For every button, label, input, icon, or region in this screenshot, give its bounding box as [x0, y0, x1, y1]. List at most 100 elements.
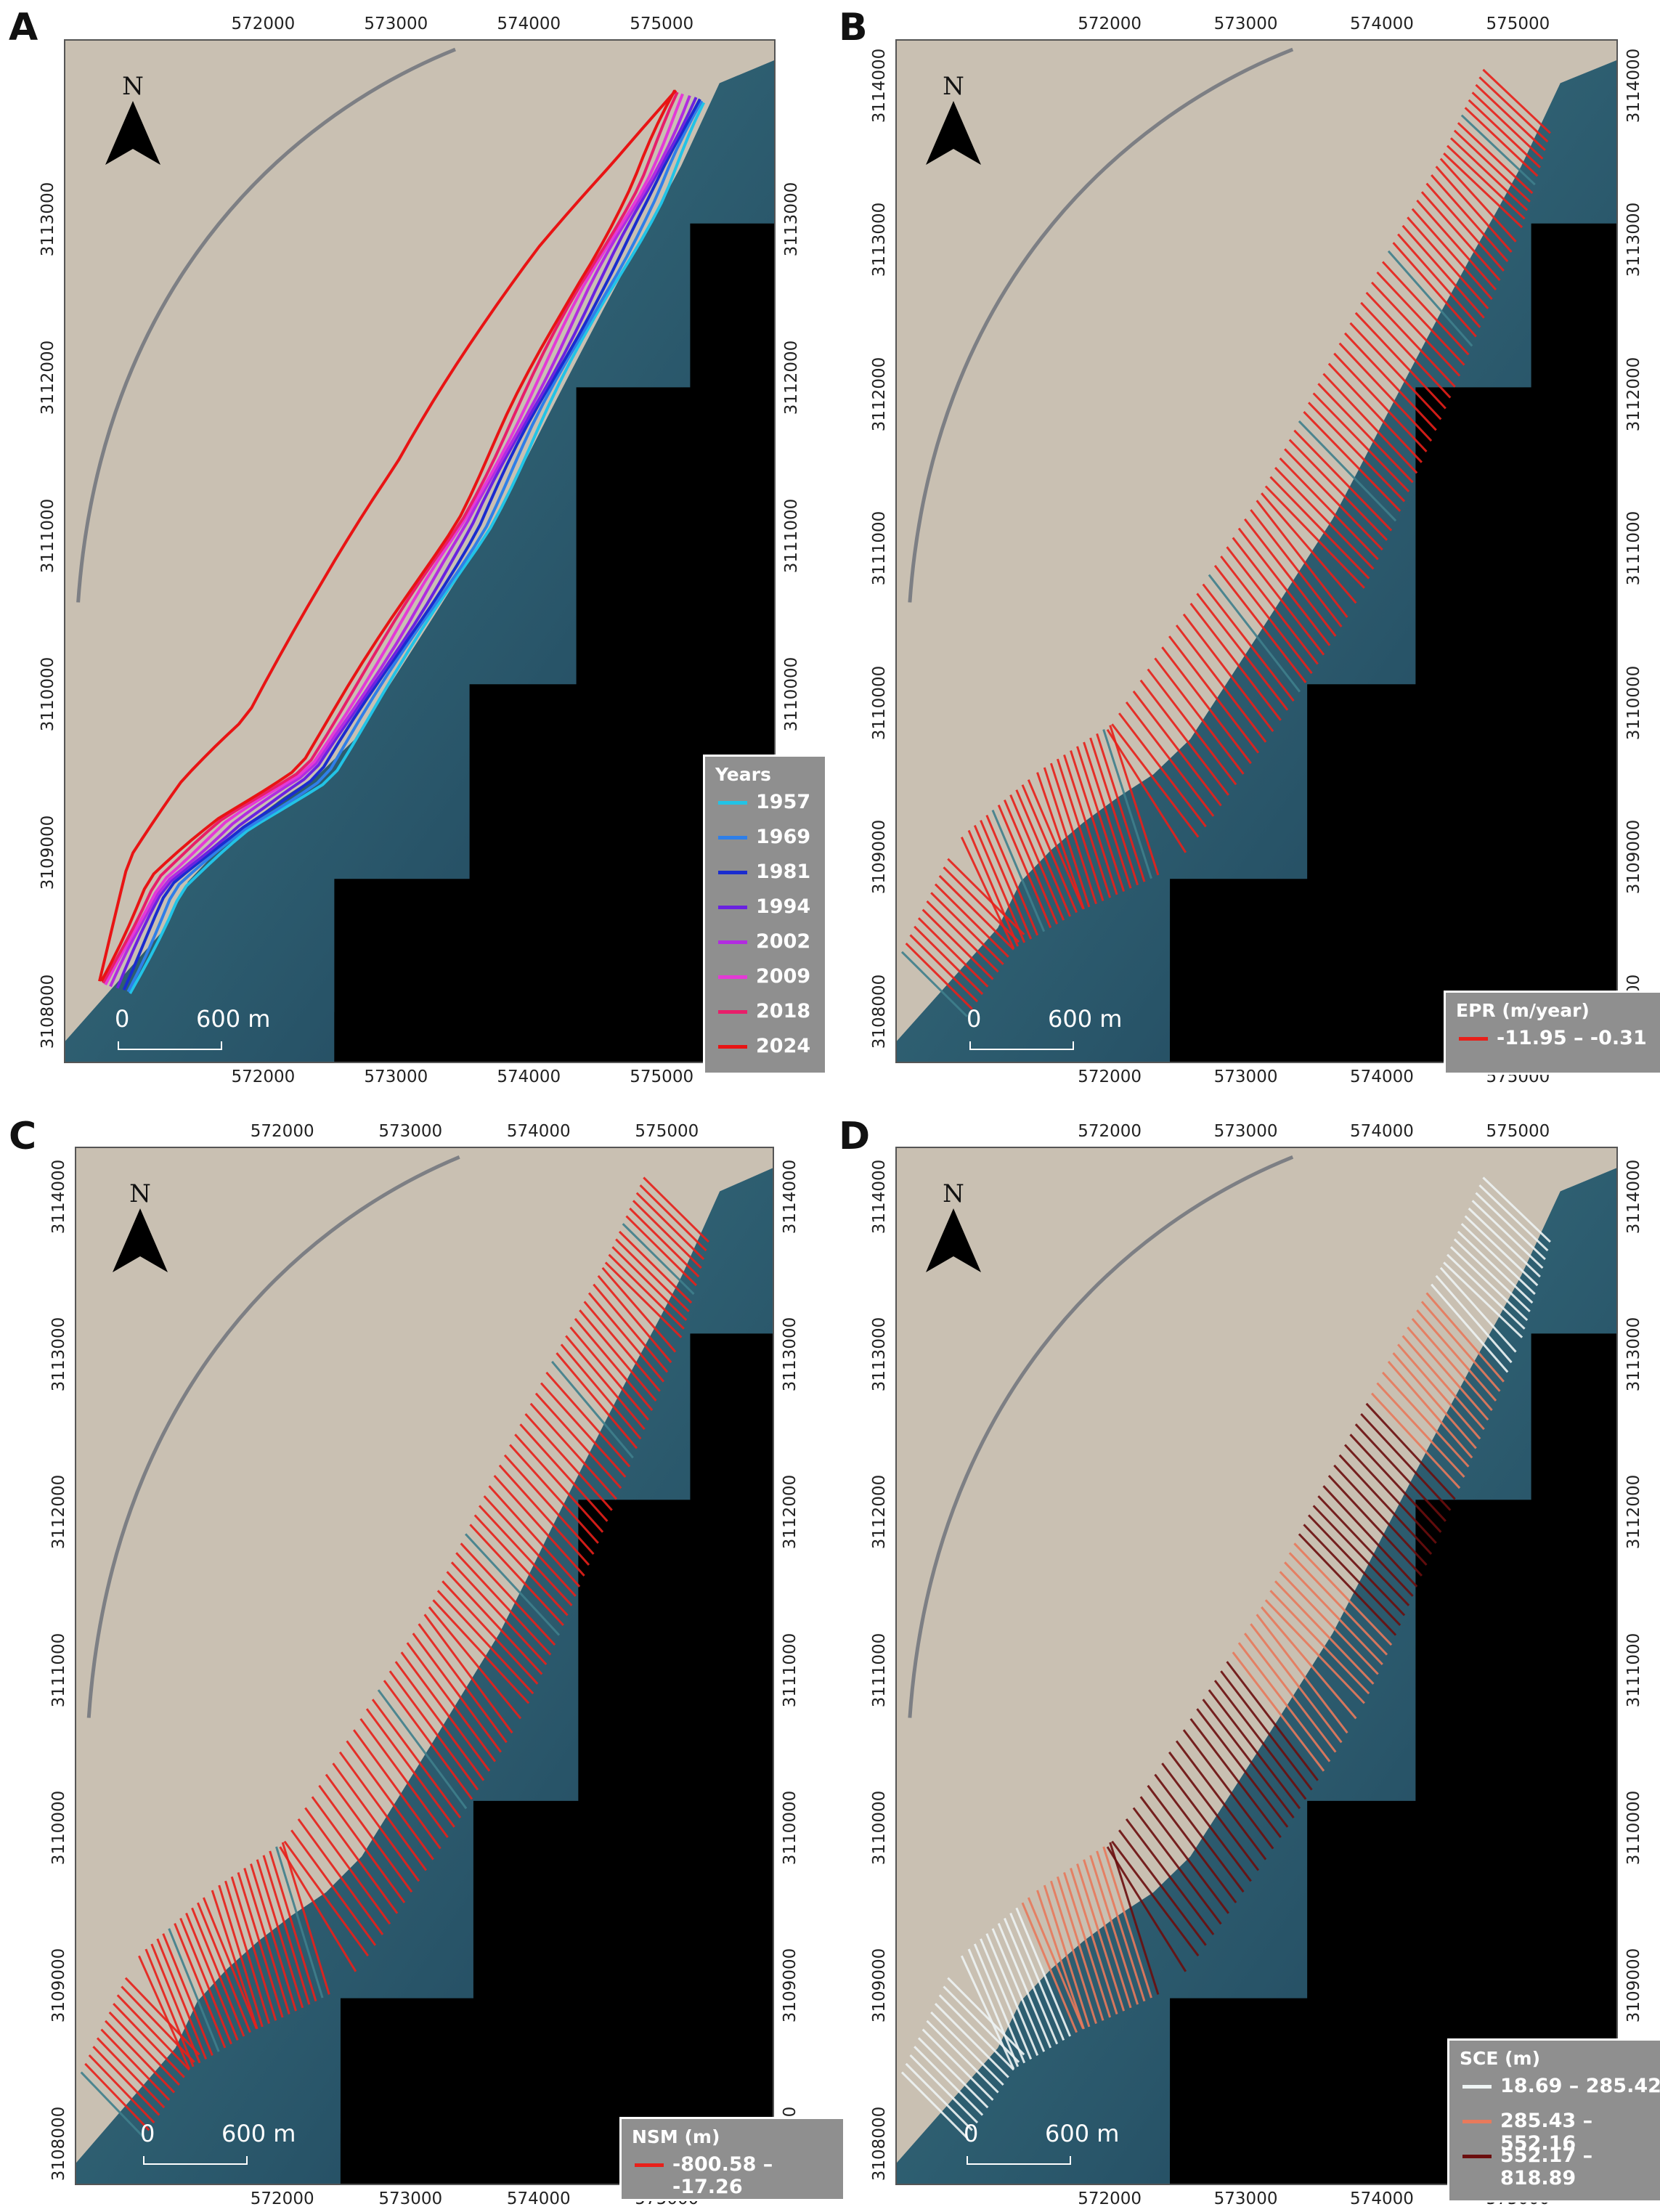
- transect-line: [124, 1977, 200, 2056]
- transect-line: [905, 2062, 973, 2131]
- transect-line: [569, 1326, 650, 1421]
- map-legend: SCE (m) 18.69 – 285.42 285.43 – 552.16 552.…: [1447, 2038, 1660, 2203]
- transect-line: [105, 2020, 176, 2094]
- transect-line: [1303, 411, 1401, 512]
- transect-line: [1312, 1505, 1410, 1606]
- transect-line: [1125, 1818, 1215, 1935]
- road-line: [76, 47, 456, 603]
- shoreline-2024-inland: [98, 89, 678, 982]
- transect-line: [1269, 476, 1370, 580]
- transect-line: [1376, 271, 1465, 366]
- transect-line: [900, 951, 968, 1017]
- x-tick-label: 572000: [1078, 1122, 1142, 1141]
- x-tick-label: 574000: [1350, 15, 1414, 33]
- transect-line: [1439, 1266, 1517, 1353]
- legend-item: 2002: [705, 924, 825, 959]
- transect-line: [498, 1464, 590, 1566]
- y-tick-label: 3112000: [782, 341, 801, 415]
- transect-line: [967, 829, 1020, 947]
- transect-line: [450, 1561, 548, 1666]
- nodata-area: [1170, 1333, 1618, 2185]
- transect-line: [1213, 1680, 1307, 1800]
- scale-zero-label: 0: [140, 2120, 155, 2147]
- transect-line: [579, 1309, 657, 1402]
- transect-line: [997, 1923, 1052, 2049]
- transect-line: [1349, 322, 1442, 420]
- transect-line: [1447, 1253, 1526, 1330]
- y-tick-label: 3110000: [870, 1790, 889, 1866]
- transect-line: [400, 1651, 491, 1772]
- transect-line: [1431, 174, 1509, 262]
- transect-line: [583, 1301, 661, 1392]
- transect-line: [503, 1454, 595, 1556]
- transect-line: [1256, 1614, 1348, 1734]
- transect-line: [926, 2020, 999, 2094]
- transect-line: [1420, 191, 1501, 281]
- road-line: [908, 47, 1294, 603]
- transect-line: [991, 1928, 1046, 2052]
- transect-line: [1213, 564, 1307, 683]
- x-tick-label: 575000: [1486, 1122, 1550, 1141]
- y-tick-label: 3109000: [1624, 819, 1643, 895]
- transect-line: [643, 1176, 709, 1243]
- transect-line: [1208, 1689, 1301, 1810]
- transect-line: [1333, 1464, 1428, 1566]
- transect-line: [1189, 1717, 1282, 1839]
- transect-line: [412, 1632, 503, 1753]
- north-label: N: [129, 1179, 151, 1208]
- transect-line: [1083, 1859, 1132, 2009]
- x-tick-label: 574000: [1350, 2189, 1414, 2208]
- legend-title: NSM (m): [632, 2126, 720, 2147]
- north-label: N: [943, 72, 964, 101]
- transect-line: [1397, 233, 1481, 328]
- transect-line: [1109, 1842, 1160, 1995]
- y-tick-label: 3111000: [49, 1632, 68, 1707]
- shoreline-1981: [122, 98, 701, 991]
- transect-line: [1360, 1412, 1452, 1511]
- transect-line: [1387, 1360, 1473, 1459]
- y-tick-label: 3113000: [1624, 203, 1643, 277]
- legend-label: 18.69 – 285.42: [1500, 2075, 1660, 2097]
- transect-line: [304, 1807, 391, 1925]
- transect-line: [1256, 500, 1348, 618]
- transect-line: [346, 1740, 434, 1861]
- transect-line: [1344, 332, 1437, 431]
- transect-line: [1293, 429, 1393, 532]
- transect-line: [560, 1343, 642, 1440]
- transect-line: [1420, 1301, 1501, 1392]
- transect-line: [1475, 84, 1546, 151]
- x-tick-label: 573000: [378, 2189, 443, 2208]
- transect-line: [917, 2037, 989, 2109]
- y-tick-label: 3111000: [38, 499, 57, 574]
- x-tick-label: 574000: [1350, 1068, 1414, 1086]
- legend-swatch: [718, 1010, 747, 1014]
- transect-line: [96, 2037, 166, 2109]
- transect-line: [1118, 1829, 1207, 1946]
- x-tick-label: 574000: [506, 2189, 571, 2208]
- transect-line: [1453, 1238, 1531, 1312]
- transect-line: [211, 1890, 259, 2030]
- transect-line: [1111, 1840, 1200, 1957]
- transect-line: [632, 1200, 702, 1269]
- x-tick-label: 573000: [1213, 2189, 1278, 2208]
- transect-line: [934, 883, 1009, 958]
- map-legend: Years 1957 1969 1981 1994 2002 2009 2018 2024: [703, 755, 827, 1075]
- transect-line: [1182, 613, 1274, 733]
- transect-line: [1482, 1176, 1551, 1243]
- transect-line: [934, 2003, 1009, 2078]
- transect-line: [250, 1863, 297, 2012]
- transect-line: [80, 2071, 145, 2139]
- x-tick-label: 575000: [630, 15, 694, 33]
- transect-line: [1478, 1184, 1549, 1252]
- transect-line: [529, 1402, 618, 1500]
- x-tick-label: 572000: [231, 1068, 296, 1086]
- transect-line: [460, 1542, 556, 1646]
- scale-distance-label: 600 m: [1048, 1005, 1123, 1033]
- legend-swatch: [635, 2163, 664, 2167]
- transect-line: [1202, 1699, 1295, 1819]
- transect-line: [1083, 741, 1132, 889]
- transect-line: [1303, 1524, 1401, 1627]
- transect-line: [1279, 458, 1379, 561]
- transect-line: [938, 1994, 1015, 2071]
- legend-swatch: [718, 836, 747, 839]
